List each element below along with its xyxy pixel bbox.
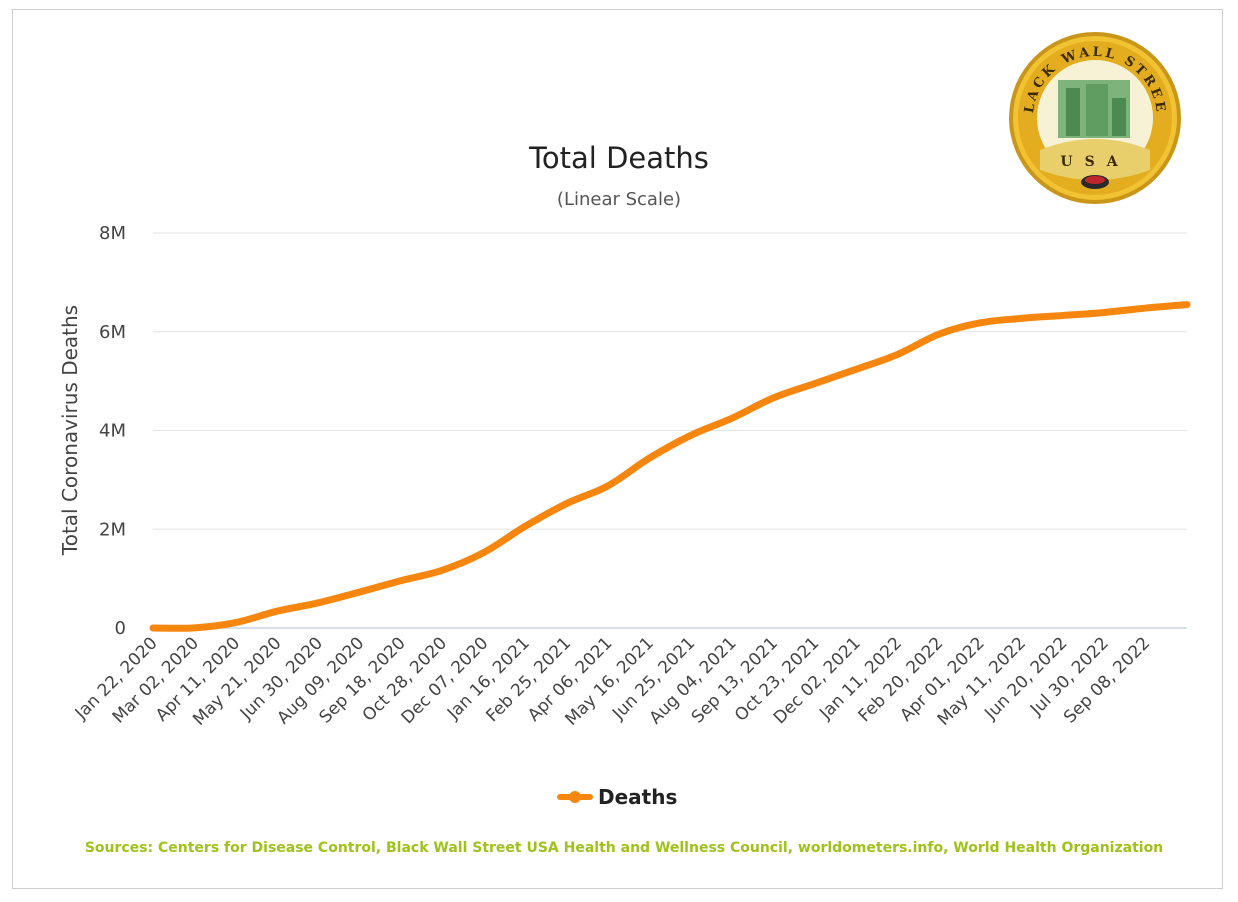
y-tick-label: 6M [99,322,126,343]
gridlines [153,232,1187,530]
data-point[interactable] [1184,302,1190,308]
data-point[interactable] [274,608,280,614]
logo-bottom-text: USA [1060,154,1129,170]
legend-label-deaths[interactable]: Deaths [598,785,677,809]
legend-marker [569,791,581,803]
data-point[interactable] [729,415,735,421]
y-tick-label: 4M [99,421,126,442]
data-point[interactable] [977,320,983,326]
chart-title: Total Deaths [528,141,709,175]
deaths-line[interactable] [149,301,1191,632]
sources-text: Sources: Centers for Disease Control, Bl… [85,840,1163,856]
y-axis-label: Total Coronavirus Deaths [58,305,82,556]
data-point[interactable] [853,366,859,372]
logo-top-text: BLACK WALL STREET [0,0,1165,115]
data-point[interactable] [440,567,446,573]
series-deaths [149,301,1191,632]
data-point[interactable] [522,523,528,529]
data-point[interactable] [398,578,404,584]
legend[interactable]: Deaths [557,785,677,809]
y-tick-label: 8M [99,223,126,244]
data-point[interactable] [688,432,694,438]
svg-text:BLACK WALL STREET: BLACK WALL STREET [0,0,1168,115]
data-point[interactable] [1143,305,1149,311]
data-point[interactable] [894,351,900,357]
y-axis-ticks: 0 2M 4M 6M 8M [99,223,126,639]
data-point[interactable] [564,501,570,507]
data-point[interactable] [233,620,239,626]
data-point[interactable] [812,381,818,387]
data-point[interactable] [605,483,611,489]
data-point[interactable] [481,549,487,555]
data-point[interactable] [1019,315,1025,321]
data-point[interactable] [936,331,942,337]
data-point[interactable] [770,395,776,401]
data-point[interactable] [315,600,321,606]
chart-subtitle: (Linear Scale) [557,189,681,210]
data-point[interactable] [646,455,652,461]
data-point[interactable] [150,625,156,631]
y-tick-label: 0 [115,618,126,639]
data-point[interactable] [357,589,363,595]
data-point[interactable] [191,625,197,631]
y-tick-label: 2M [99,519,126,540]
data-point[interactable] [1060,312,1066,318]
data-point[interactable] [1101,309,1107,315]
